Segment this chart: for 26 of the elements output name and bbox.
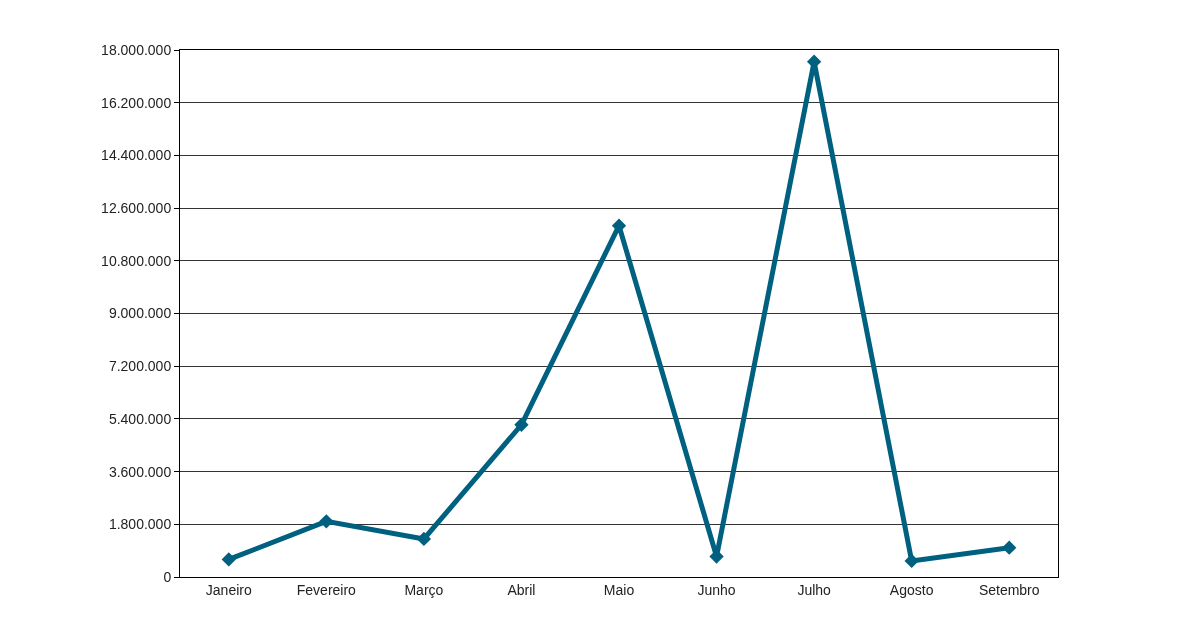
x-tick-label: Agosto — [889, 581, 934, 598]
y-tick-label: 3.600.000 — [108, 463, 172, 480]
point — [319, 514, 334, 529]
x-tick-label: Janeiro — [205, 581, 252, 598]
y-tick-label: 1.800.000 — [108, 516, 172, 533]
y-tick-label: 0 — [163, 568, 172, 585]
y-tick-label: 14.400.000 — [101, 147, 172, 164]
x-tick-label: Fevereiro — [296, 581, 357, 598]
x-tick-label: Abril — [507, 581, 536, 598]
y-tick-label: 16.200.000 — [101, 94, 172, 111]
point — [514, 417, 529, 432]
point — [904, 553, 919, 569]
x-tick-label: Setembro — [978, 581, 1040, 598]
point — [416, 531, 432, 547]
point — [1002, 540, 1017, 555]
y-tick-label: 5.400.000 — [108, 410, 172, 427]
y-tick-label: 7.200.000 — [108, 358, 172, 375]
x-tick-label: Junho — [697, 581, 736, 598]
x-tick-label: Março — [404, 581, 444, 598]
point — [221, 552, 236, 567]
x-tick-label: Maio — [603, 581, 635, 598]
y-tick-label: 18.000.000 — [101, 41, 172, 58]
y-tick-label: 9.000.000 — [108, 305, 172, 322]
x-tick-label: Julho — [797, 581, 832, 598]
y-tick-label: 12.600.000 — [101, 200, 172, 216]
y-tick-label: 10.800.000 — [101, 252, 172, 269]
